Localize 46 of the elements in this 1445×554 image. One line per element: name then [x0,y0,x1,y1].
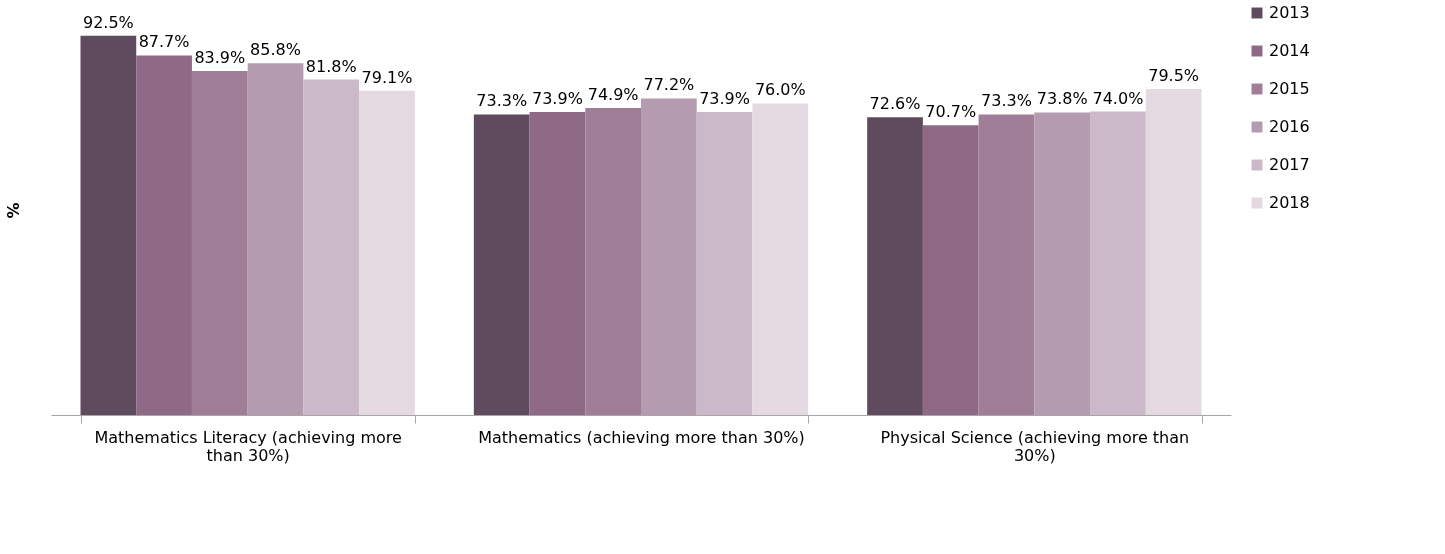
bar [136,55,192,415]
legend-label: 2016 [1269,117,1310,136]
data-label: 87.7% [138,32,190,52]
bar [191,71,248,415]
bar [922,125,979,415]
data-label: 73.9% [532,89,583,109]
bar [529,112,586,415]
data-label: 72.6% [869,94,921,114]
data-label: 76.0% [754,80,806,100]
data-label: 79.5% [1148,66,1200,86]
bar [696,112,753,415]
data-label: 73.3% [981,91,1032,111]
legend-label: 2013 [1269,3,1310,22]
data-label: 74.0% [1092,88,1144,108]
data-label: 92.5% [82,12,134,32]
legend-label: 2018 [1269,193,1310,212]
bar [80,35,137,415]
data-label: 79.1% [361,67,413,87]
data-label: 73.8% [1036,89,1088,109]
data-label: 77.2% [643,75,695,95]
legend-label: 2015 [1269,79,1310,98]
x-tick-label: Mathematics Literacy (achieving more than 30%) [94,427,402,465]
legend-label: 2017 [1269,155,1310,174]
bar [867,117,923,415]
bar [752,103,809,415]
y-axis-title: % [3,202,23,219]
x-tick-label: Mathematics (achieving more than 30%) [478,427,805,447]
bar [359,90,415,415]
legend-label: 2014 [1269,41,1310,60]
x-tick-label: Physical Science (achieving more than 30%) [880,427,1190,465]
data-label: 85.8% [250,40,301,60]
data-label: 73.3% [476,91,528,111]
data-label: 70.7% [925,102,977,122]
bar [303,79,360,415]
data-label: 73.9% [699,89,750,109]
bar [1090,111,1146,415]
bar [1145,89,1202,415]
bar [978,114,1035,415]
data-label: 74.9% [587,84,639,104]
bar [1034,112,1091,415]
bar [585,107,641,415]
bar [247,63,304,415]
data-label: 83.9% [194,48,246,68]
bar [473,114,530,415]
data-label: 81.8% [305,56,357,76]
bar [641,98,697,415]
